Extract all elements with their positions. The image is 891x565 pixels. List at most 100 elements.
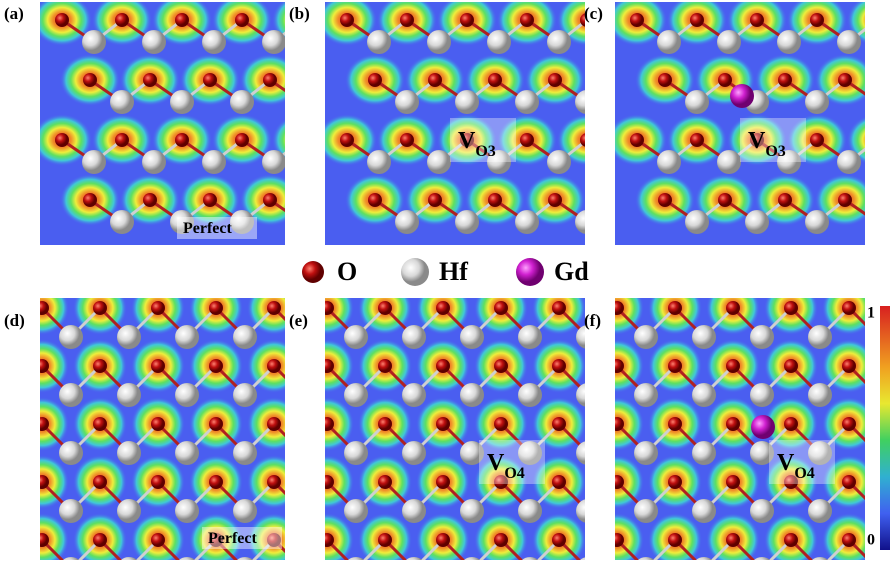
hf-atom <box>291 557 315 565</box>
hf-atom <box>717 30 741 54</box>
hf-atom <box>634 499 658 523</box>
hf-atom <box>808 499 832 523</box>
hf-atom <box>837 30 861 54</box>
hf-atom <box>685 90 709 114</box>
o-atom <box>175 133 189 147</box>
annotation-sub: O3 <box>475 143 495 160</box>
bond <box>588 366 617 395</box>
o-atom <box>368 73 382 87</box>
o-atom <box>610 417 624 431</box>
o-atom <box>842 301 856 315</box>
o-atom <box>115 13 129 27</box>
hf-atom <box>455 210 479 234</box>
hf-atom <box>685 210 709 234</box>
hf-atom <box>233 499 257 523</box>
annotation: Perfect <box>183 220 233 237</box>
hf-atom <box>344 383 368 407</box>
o-atom <box>726 359 740 373</box>
o-atom <box>35 475 49 489</box>
o-atom <box>400 13 414 27</box>
hf-atom <box>808 325 832 349</box>
o-atom <box>726 417 740 431</box>
o-atom <box>842 359 856 373</box>
hf-atom <box>291 441 315 465</box>
hf-atom <box>808 383 832 407</box>
o-atom <box>209 475 223 489</box>
elf-panel: VO4 <box>300 281 617 565</box>
o-atom <box>436 533 450 547</box>
o-atom <box>428 73 442 87</box>
hf-atom <box>518 383 542 407</box>
o-atom <box>115 133 129 147</box>
o-atom <box>460 13 474 27</box>
legend-label: O <box>337 257 357 286</box>
hf-atom <box>344 499 368 523</box>
annotation-main: V <box>777 450 795 476</box>
hf-atom <box>175 441 199 465</box>
hf-atom <box>117 499 141 523</box>
o-atom <box>35 359 49 373</box>
hf-atom <box>82 30 106 54</box>
o-atom <box>658 73 672 87</box>
hf-atom <box>233 325 257 349</box>
hf-atom <box>402 441 426 465</box>
o-atom <box>368 193 382 207</box>
o-atom <box>778 193 792 207</box>
o-atom <box>520 13 534 27</box>
o-atom <box>295 133 309 147</box>
elf-blob <box>875 54 891 106</box>
hf-atom <box>202 150 226 174</box>
o-atom <box>548 193 562 207</box>
elf-panel: VO3 <box>607 0 891 245</box>
o-atom <box>494 533 508 547</box>
o-atom <box>784 533 798 547</box>
hf-atom <box>344 441 368 465</box>
hf-atom <box>170 90 194 114</box>
colorbar-max: 1 <box>867 305 875 322</box>
o-atom <box>93 533 107 547</box>
figure: Perfect(a)VO3(b)VO3(c)Perfect(d)VO4(e)VO… <box>0 0 891 565</box>
hf-atom <box>290 90 314 114</box>
o-atom <box>610 359 624 373</box>
o-atom <box>209 301 223 315</box>
legend-swatch <box>516 258 544 286</box>
annotation-sub: O3 <box>765 143 785 160</box>
hf-atom <box>117 325 141 349</box>
o-atom <box>378 301 392 315</box>
o-atom <box>151 533 165 547</box>
hf-atom <box>576 441 600 465</box>
o-atom <box>610 301 624 315</box>
o-atom <box>378 475 392 489</box>
o-atom <box>726 301 740 315</box>
o-atom <box>203 73 217 87</box>
o-atom <box>235 13 249 27</box>
hf-atom <box>142 30 166 54</box>
o-atom <box>810 133 824 147</box>
legend-label: Gd <box>554 257 589 286</box>
o-atom <box>610 533 624 547</box>
o-atom <box>151 417 165 431</box>
hf-atom <box>395 90 419 114</box>
bond <box>587 80 615 102</box>
o-atom <box>842 475 856 489</box>
hf-atom <box>692 441 716 465</box>
o-atom <box>610 475 624 489</box>
hf-atom <box>291 383 315 407</box>
o-atom <box>488 73 502 87</box>
o-atom <box>778 73 792 87</box>
hf-atom <box>515 210 539 234</box>
o-atom <box>267 301 281 315</box>
hf-atom <box>344 325 368 349</box>
o-atom <box>320 417 334 431</box>
o-atom <box>378 417 392 431</box>
o-atom <box>668 475 682 489</box>
o-atom <box>203 193 217 207</box>
o-atom <box>263 193 277 207</box>
hf-atom <box>402 383 426 407</box>
bond <box>587 200 615 222</box>
o-atom <box>784 301 798 315</box>
bond <box>587 20 619 42</box>
hf-atom <box>634 441 658 465</box>
hf-atom <box>547 150 571 174</box>
o-atom <box>658 193 672 207</box>
